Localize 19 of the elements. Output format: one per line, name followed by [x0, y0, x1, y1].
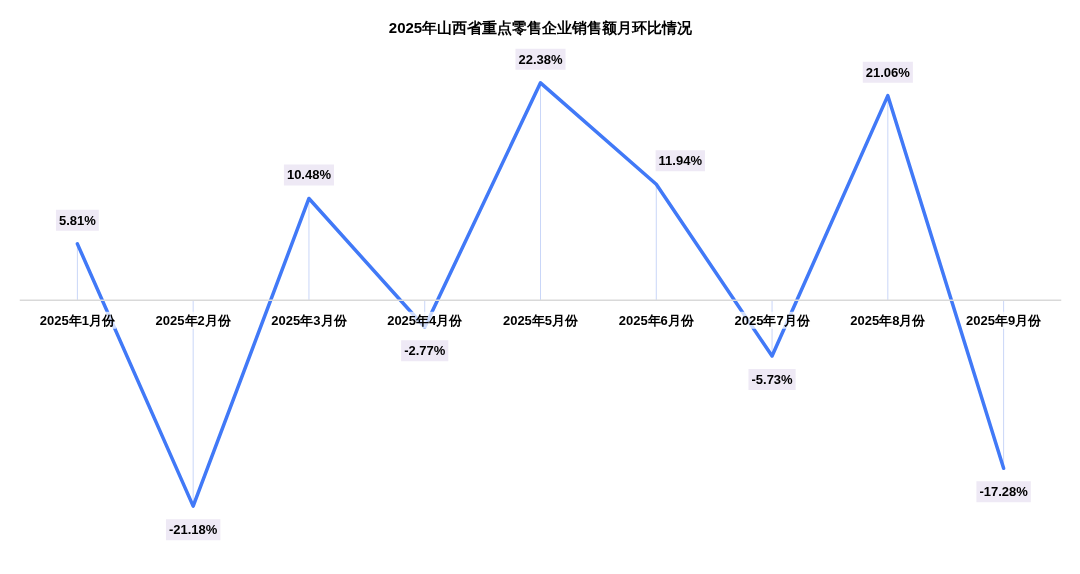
data-label: -5.73% [751, 372, 794, 388]
data-label: -17.28% [979, 484, 1029, 500]
data-label: 10.48% [286, 167, 332, 183]
x-tick-label: 2025年4月份 [387, 312, 464, 328]
data-label: 22.38% [518, 51, 563, 67]
x-tick-label: 2025年5月份 [502, 312, 580, 328]
x-tick-label: 2025年1月份 [39, 312, 116, 328]
data-label: 11.94% [658, 153, 703, 169]
data-label: -21.18% [168, 522, 218, 538]
x-tick-label: 2025年3月份 [271, 312, 348, 328]
x-tick-label: 2025年8月份 [850, 312, 927, 328]
x-tick-label: 2025年2月份 [155, 312, 232, 328]
data-label: 21.06% [865, 64, 911, 80]
data-label: 5.81% [58, 212, 97, 228]
x-tick-label: 2025年6月份 [618, 312, 695, 328]
data-label: -2.77% [404, 343, 446, 359]
chart-title: 2025年山西省重点零售企业销售额月环比情况 [388, 18, 694, 36]
x-tick-label: 2025年7月份 [734, 312, 811, 328]
x-tick-label: 2025年9月份 [966, 312, 1043, 328]
